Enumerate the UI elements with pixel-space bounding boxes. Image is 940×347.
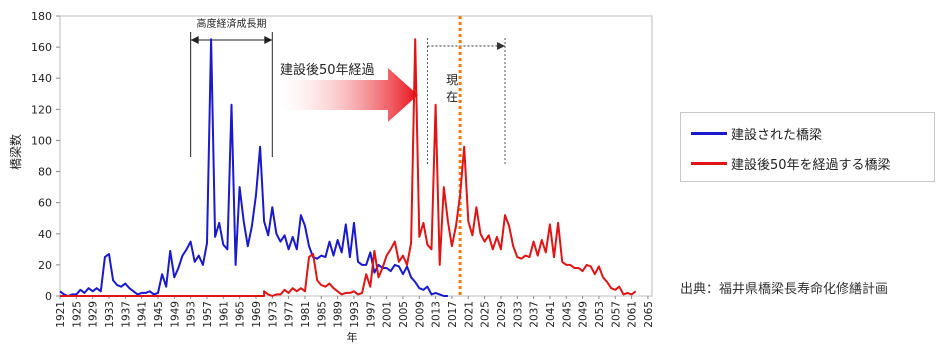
high-growth-label: 高度経済成長期 (196, 17, 266, 30)
legend-label-built: 建設された橋梁 (731, 127, 823, 143)
x-tick-label: 2009 (414, 301, 426, 328)
x-tick-label: 2029 (496, 301, 508, 328)
series-layer (59, 38, 637, 297)
x-tick-label: 1925 (71, 301, 83, 328)
x-tick-label: 2037 (529, 301, 541, 328)
y-tick-label: 100 (31, 134, 52, 147)
x-tick-label: 1997 (365, 301, 377, 328)
high-growth-arrowhead-right (264, 36, 273, 44)
x-tick-label: 2017 (447, 301, 459, 328)
x-tick-label: 2057 (610, 301, 622, 328)
x-tick-label: 2025 (480, 301, 492, 328)
x-tick-label: 1989 (333, 301, 345, 328)
high-growth-arrowhead-left (190, 36, 199, 44)
elapsed-arrow (280, 68, 418, 122)
x-tick-label: 2049 (578, 301, 590, 328)
legend-swatch-50yr (691, 161, 727, 165)
legend-label-50yr: 建設後50年を経過する橋梁 (731, 157, 891, 173)
y-tick-label: 180 (31, 10, 52, 23)
x-axis-label: 年 (347, 330, 358, 343)
x-tick-label: 1961 (218, 301, 230, 328)
series-line-fifty-years (60, 38, 637, 297)
y-tick-label: 140 (31, 72, 52, 85)
x-tick-label: 2005 (398, 301, 410, 328)
x-tick-label: 2001 (382, 301, 394, 328)
x-tick-label: 2053 (594, 301, 606, 328)
x-tick-label: 1937 (120, 301, 132, 328)
x-tick-label: 2013 (431, 301, 443, 328)
y-tick-label: 120 (31, 103, 52, 116)
y-tick-label: 20 (38, 259, 52, 272)
x-tick-label: 2033 (512, 301, 524, 328)
legend: 建設された橋梁 建設後50年を経過する橋梁 (680, 112, 935, 182)
y-tick-label: 60 (38, 197, 52, 210)
x-tick-label: 1929 (88, 301, 100, 328)
x-tick-label: 1981 (300, 301, 312, 328)
x-tick-label: 1933 (104, 301, 116, 328)
x-tick-label: 1957 (202, 301, 214, 328)
x-tick-label: 2065 (643, 301, 655, 328)
x-tick-label: 1993 (349, 301, 361, 328)
y-tick-label: 80 (38, 166, 52, 179)
y-tick-label: 0 (45, 290, 52, 303)
source-note: 出典：福井県橋梁長寿命化修繕計画 (680, 282, 889, 297)
legend-swatch-built (691, 131, 727, 135)
x-tick-label: 1973 (267, 301, 279, 328)
x-tick-label: 1977 (284, 301, 296, 328)
x-tick-label: 2041 (545, 301, 557, 328)
x-tick-label: 2021 (463, 301, 475, 328)
legend-item-50yr: 建設後50年を経過する橋梁 (691, 153, 891, 173)
legend-item-built: 建設された橋梁 (691, 123, 822, 143)
current-label-line1: 現 (446, 73, 458, 87)
x-tick-label: 1985 (316, 301, 328, 328)
x-tick-label: 2045 (561, 301, 573, 328)
x-tick-label: 1953 (186, 301, 198, 328)
elapsed-label: 建設後50年経過 (280, 62, 375, 78)
x-tick-label: 1949 (169, 301, 181, 328)
x-tick-label: 1945 (153, 301, 165, 328)
x-axis: 1921 1925 1929 1933 1937 1941 1945 1949 1953 1957… (55, 296, 655, 328)
x-tick-label: 1941 (137, 301, 149, 328)
current-label-line2: 在 (446, 90, 458, 104)
y-axis: 0 20 40 60 80 100 120 140 160 180 (31, 10, 60, 303)
y-axis-label: 橋梁数 (8, 134, 23, 170)
x-tick-label: 2061 (627, 301, 639, 328)
x-tick-label: 1969 (251, 301, 263, 328)
current-bracket-arrowhead (497, 42, 506, 50)
y-tick-label: 160 (31, 41, 52, 54)
x-tick-label: 1921 (55, 301, 67, 328)
plot-frame (59, 15, 653, 297)
y-tick-label: 40 (38, 228, 52, 241)
x-tick-label: 1965 (235, 301, 247, 328)
